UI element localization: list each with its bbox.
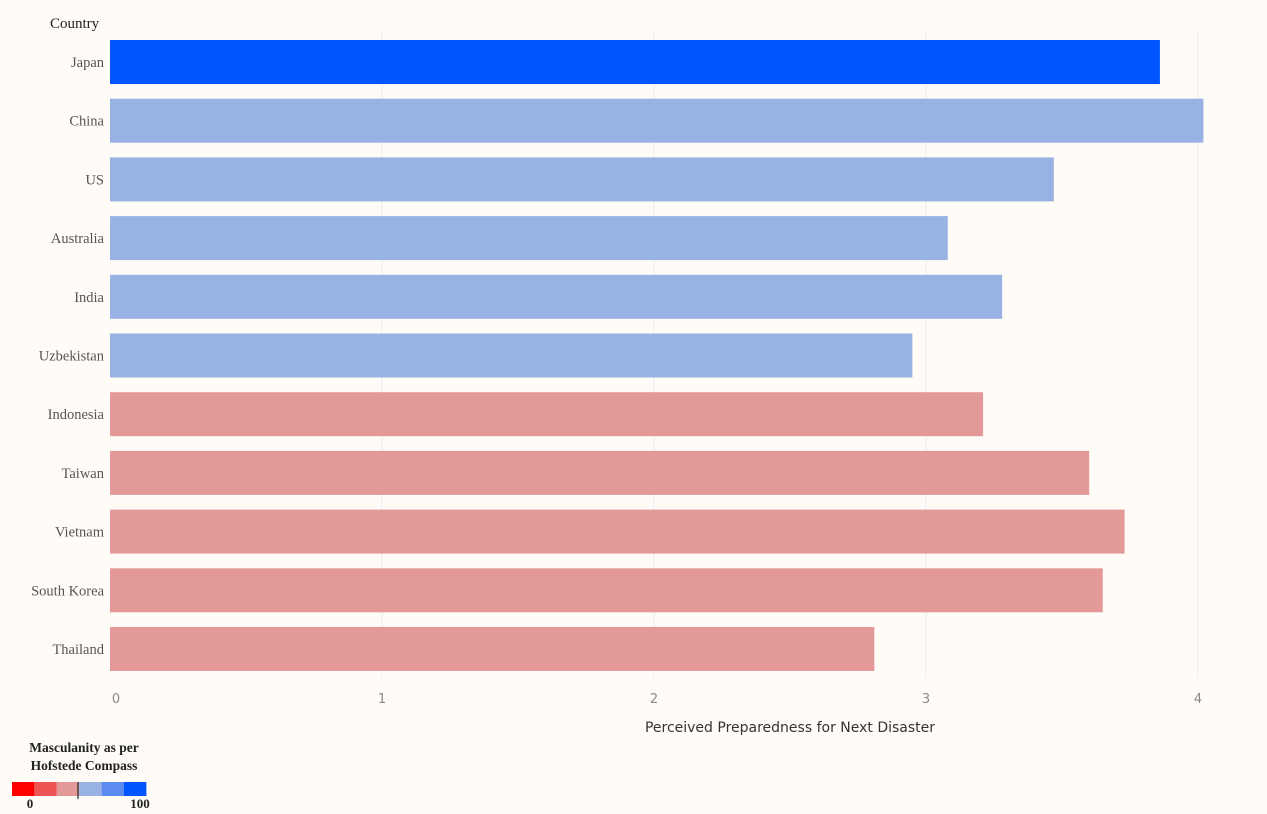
legend-swatch [34,782,57,796]
category-label: Uzbekistan [39,349,105,365]
category-label: Indonesia [48,407,105,423]
bars [110,40,1204,671]
bar-india[interactable] [110,274,1003,319]
bar-indonesia[interactable] [110,392,984,437]
bar-japan[interactable] [110,40,1160,84]
bar-south-korea[interactable] [110,568,1103,613]
legend-swatch [79,782,102,796]
category-label: Japan [71,55,105,71]
category-label: Taiwan [62,466,105,482]
bar-thailand[interactable] [110,627,875,671]
legend-min-label: 0 [27,796,34,811]
x-tick-label: 1 [378,692,386,707]
legend-title-line1: Masculanity as per [29,740,139,755]
row-header: Country [50,16,100,32]
category-label: US [85,172,104,188]
category-label: South Korea [31,583,104,599]
bar-us[interactable] [110,157,1054,202]
x-tick-label: 4 [1194,692,1202,707]
legend-swatches [12,782,147,799]
category-label: Australia [51,231,105,247]
bar-taiwan[interactable] [110,450,1090,495]
bar-china[interactable] [110,98,1204,143]
legend-max-label: 100 [130,796,150,811]
category-label: India [74,290,104,306]
bar-vietnam[interactable] [110,509,1125,554]
category-labels: Japan China US Australia India Uzbekistan Indo… [31,55,105,658]
bar-australia[interactable] [110,216,948,261]
legend-swatch [101,782,124,796]
category-label: Thailand [52,642,104,658]
legend-title-line2: Hofstede Compass [31,758,138,773]
legend-swatch [124,782,147,796]
legend-swatch [56,782,80,796]
category-label: Vietnam [55,525,105,541]
x-tick-label: 3 [922,692,930,707]
x-axis-title: Perceived Preparedness for Next Disaster [645,720,935,736]
bar-uzbekistan[interactable] [110,333,913,378]
x-tick-label: 2 [650,692,658,707]
x-tick-label: 0 [112,692,120,707]
legend-swatch [12,782,35,796]
category-label: China [69,114,104,130]
color-legend: Masculanity as per Hofstede Compass 0 10… [12,740,150,811]
x-axis-ticks: 0 1 2 3 4 [112,692,1202,707]
